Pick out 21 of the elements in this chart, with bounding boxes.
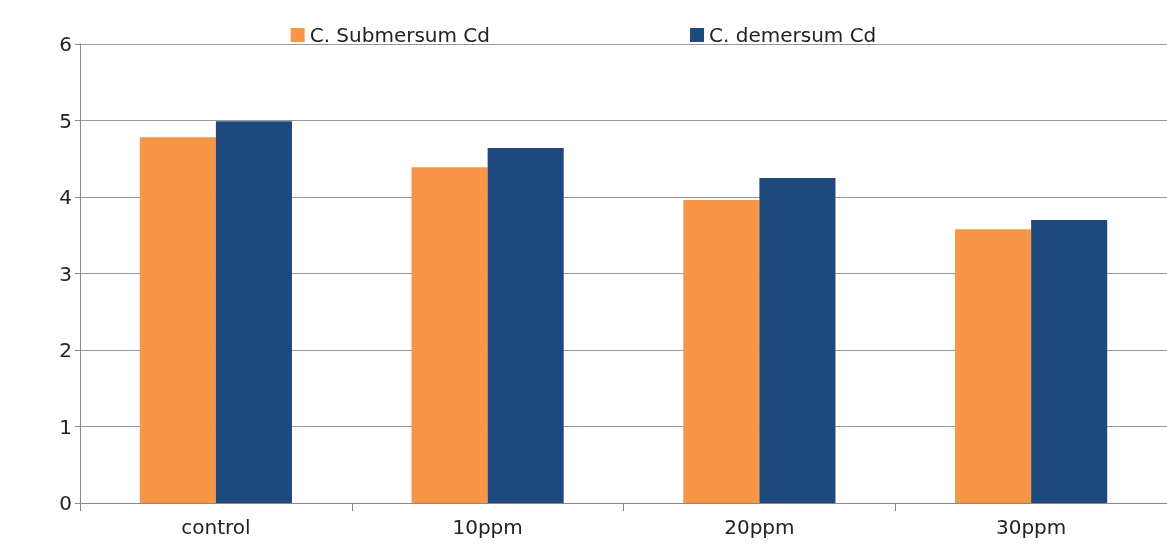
bar <box>1031 219 1108 503</box>
legend-label: C. demersum Cd <box>709 23 877 47</box>
x-tick-label: control <box>181 515 251 539</box>
x-tick-label: 20ppm <box>724 515 795 539</box>
legend-label: C. Submersum Cd <box>309 23 491 47</box>
bar <box>411 167 488 503</box>
bar <box>683 200 760 503</box>
y-tick-label: 0 <box>59 491 72 515</box>
y-tick-label: 4 <box>59 185 72 209</box>
x-tick-label: 10ppm <box>452 515 523 539</box>
y-tick-label: 3 <box>59 261 72 286</box>
x-tick-label: 30ppm <box>995 515 1067 539</box>
bar <box>487 148 564 503</box>
y-tick-label: 1 <box>59 414 72 439</box>
bar <box>955 229 1032 503</box>
bar <box>215 121 292 503</box>
bar <box>759 177 836 503</box>
bar <box>139 137 216 503</box>
y-tick-label: 5 <box>59 108 72 133</box>
y-tick-label: 2 <box>59 338 72 362</box>
y-tick-label: 6 <box>59 32 72 56</box>
